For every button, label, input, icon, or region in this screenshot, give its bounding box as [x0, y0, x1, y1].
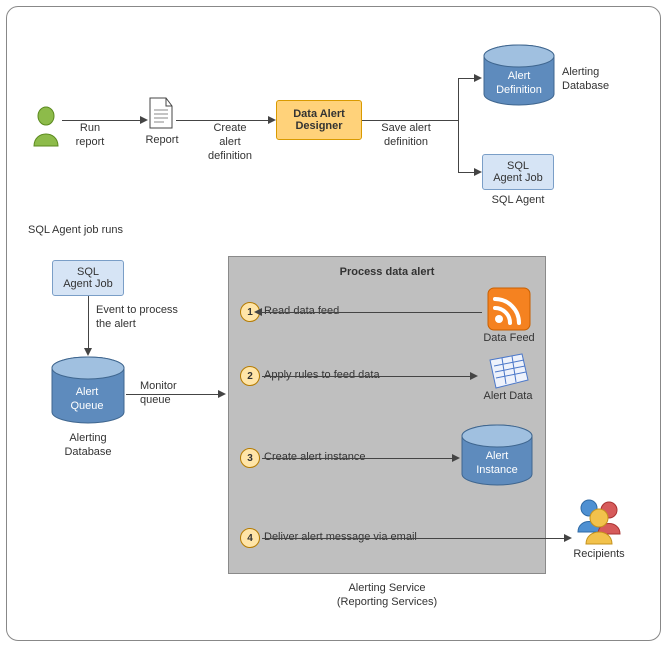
rss-icon: [488, 288, 530, 330]
arrow-4a-head: [474, 74, 482, 82]
recipients-icon: [574, 498, 624, 544]
step1-line: [262, 312, 482, 313]
sql-agent-runs: SQL Agent job runs: [28, 224, 178, 238]
step2-head: [470, 372, 478, 380]
branch-v: [458, 78, 459, 172]
step4-head: [564, 534, 572, 542]
arrow-sql-queue: [88, 296, 89, 348]
step1-head: [254, 308, 262, 316]
user-icon: [30, 106, 62, 146]
arrow-monitor: [126, 394, 218, 395]
arrow-sql-queue-head: [84, 348, 92, 356]
alert-db-label-left: Alerting Database: [50, 432, 126, 460]
recipients-label: Recipients: [568, 548, 630, 562]
process-title: Process data alert: [228, 266, 546, 280]
step4-line: [262, 538, 564, 539]
arrow-2: [176, 120, 268, 121]
diagram-stage: Run report Report Create alert definitio…: [0, 0, 667, 647]
sql-agent-job-top: SQL Agent Job: [482, 154, 554, 190]
alert-data-icon: [484, 354, 528, 388]
alert-data-label: Alert Data: [478, 390, 538, 404]
report-label: Report: [140, 134, 184, 148]
run-report-label: Run report: [64, 122, 116, 150]
alert-queue-text: Alert Queue: [56, 386, 118, 414]
arrow-monitor-head: [218, 390, 226, 398]
step3-line: [262, 458, 452, 459]
data-feed-label: Data Feed: [480, 332, 538, 346]
step4-num: 4: [240, 528, 260, 548]
step3-head: [452, 454, 460, 462]
alert-def-text: Alert Definition: [489, 70, 549, 98]
step2-num: 2: [240, 366, 260, 386]
arrow-2-head: [268, 116, 276, 124]
process-footer: Alerting Service (Reporting Services): [228, 582, 546, 610]
arrow-1-head: [140, 116, 148, 124]
step3-num: 3: [240, 448, 260, 468]
arrow-4a: [458, 78, 474, 79]
step2-line: [262, 376, 470, 377]
create-def-label: Create alert definition: [194, 122, 266, 163]
event-label: Event to process the alert: [96, 304, 206, 332]
arrow-1: [62, 120, 140, 121]
arrow-4b-head: [474, 168, 482, 176]
arrow-3: [362, 120, 458, 121]
alert-instance-text: Alert Instance: [466, 450, 528, 478]
alert-db-label-top: Alerting Database: [562, 66, 622, 94]
sql-agent-label: SQL Agent: [482, 194, 554, 208]
save-def-label: Save alert definition: [370, 122, 442, 150]
report-icon: [148, 96, 174, 130]
data-alert-designer: Data Alert Designer: [276, 100, 362, 140]
arrow-4b: [458, 172, 474, 173]
sql-agent-job-left: SQL Agent Job: [52, 260, 124, 296]
